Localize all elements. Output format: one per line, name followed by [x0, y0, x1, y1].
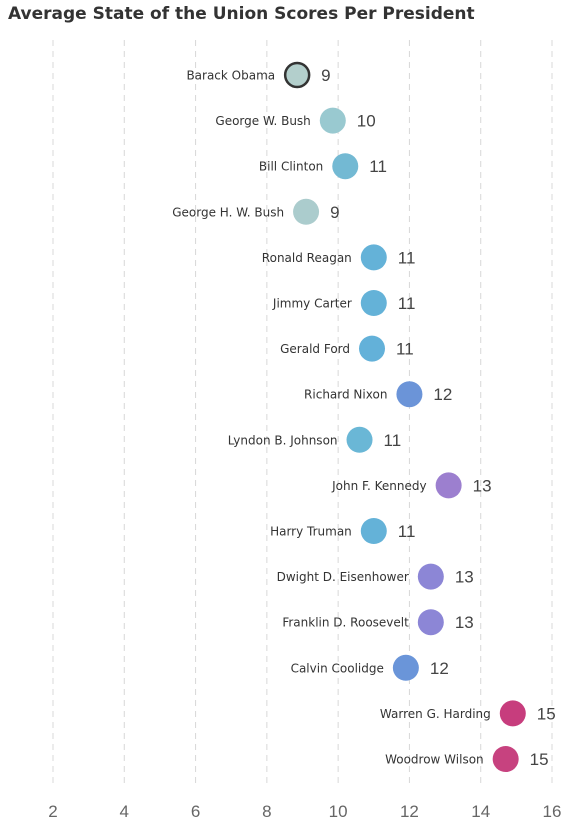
president-name-label: Bill Clinton	[259, 160, 323, 174]
president-name-label: Jimmy Carter	[272, 297, 352, 311]
data-point[interactable]	[360, 518, 387, 544]
score-value-label: 11	[398, 522, 416, 541]
x-tick-label: 12	[400, 802, 419, 821]
data-points: Barack Obama 9 George W. Bush 10 Bill Clinto…	[172, 61, 556, 772]
president-row: George H. W. Bush 9	[172, 198, 340, 225]
x-tick-label: 4	[120, 802, 129, 821]
data-point[interactable]	[346, 426, 373, 453]
president-row: Bill Clinton 11	[259, 153, 387, 180]
data-point[interactable]	[332, 153, 359, 180]
score-value-label: 11	[369, 157, 387, 176]
president-row: Ronald Reagan 11	[262, 244, 416, 271]
data-point[interactable]	[417, 563, 444, 590]
data-point[interactable]	[492, 746, 519, 772]
president-row: Lyndon B. Johnson 11	[228, 426, 402, 453]
x-tick-label: 16	[543, 802, 562, 821]
score-value-label: 12	[430, 659, 449, 678]
data-point[interactable]	[360, 290, 387, 316]
x-tick-label: 10	[329, 802, 348, 821]
president-row: Calvin Coolidge 12	[291, 654, 449, 681]
president-name-label: Harry Truman	[270, 525, 352, 539]
president-row: Richard Nixon 12	[304, 381, 452, 408]
data-point[interactable]	[435, 472, 462, 499]
score-value-label: 11	[384, 431, 402, 450]
score-value-label: 11	[398, 294, 416, 313]
score-value-label: 13	[473, 476, 492, 495]
president-row: John F. Kennedy 13	[331, 472, 492, 499]
president-row: Woodrow Wilson 15	[385, 746, 549, 772]
president-name-label: Warren G. Harding	[380, 707, 491, 721]
data-point[interactable]	[499, 700, 526, 727]
president-name-label: Richard Nixon	[304, 388, 387, 402]
president-name-label: Franklin D. Roosevelt	[282, 616, 409, 630]
data-point[interactable]	[396, 381, 423, 408]
score-value-label: 13	[455, 613, 474, 632]
president-row: Jimmy Carter 11	[272, 290, 416, 316]
score-value-label: 15	[537, 704, 556, 723]
chart-title: Average State of the Union Scores Per Pr…	[8, 4, 475, 24]
data-point[interactable]	[359, 335, 386, 362]
president-name-label: John F. Kennedy	[331, 479, 426, 493]
data-point[interactable]	[319, 107, 346, 134]
score-value-label: 11	[398, 248, 416, 267]
data-point[interactable]	[392, 654, 419, 681]
data-point[interactable]	[293, 198, 320, 225]
president-name-label: Barack Obama	[186, 69, 275, 83]
president-row: Dwight D. Eisenhower 13	[277, 563, 474, 590]
president-row: Gerald Ford 11	[280, 335, 414, 362]
x-tick-label: 8	[262, 802, 271, 821]
x-tick-label: 14	[471, 802, 490, 821]
president-name-label: Ronald Reagan	[262, 251, 352, 265]
score-value-label: 11	[396, 340, 414, 359]
president-row: Franklin D. Roosevelt 13	[282, 609, 474, 636]
president-row: Barack Obama 9	[186, 61, 331, 89]
president-name-label: Gerald Ford	[280, 342, 350, 356]
score-value-label: 9	[330, 203, 339, 222]
data-point[interactable]	[417, 609, 444, 636]
president-row: Harry Truman 11	[270, 518, 415, 544]
grid-lines	[52, 40, 553, 788]
president-row: Warren G. Harding 15	[380, 700, 556, 727]
score-value-label: 15	[530, 750, 549, 769]
score-value-label: 13	[455, 568, 474, 587]
president-name-label: George H. W. Bush	[172, 205, 284, 219]
data-point[interactable]	[283, 61, 311, 89]
score-value-label: 10	[357, 112, 376, 131]
score-value-label: 9	[321, 66, 330, 85]
x-tick-label: 2	[48, 802, 57, 821]
president-name-label: Dwight D. Eisenhower	[277, 570, 409, 584]
score-value-label: 12	[433, 385, 452, 404]
president-name-label: Woodrow Wilson	[385, 753, 484, 767]
president-name-label: George W. Bush	[215, 114, 310, 128]
data-point[interactable]	[360, 244, 387, 271]
x-tick-label: 6	[191, 802, 200, 821]
president-name-label: Lyndon B. Johnson	[228, 433, 338, 447]
president-row: George W. Bush 10	[215, 107, 376, 134]
president-name-label: Calvin Coolidge	[291, 661, 384, 675]
x-axis-ticks: 2 4 6 8 10 12 14 16	[48, 802, 561, 821]
